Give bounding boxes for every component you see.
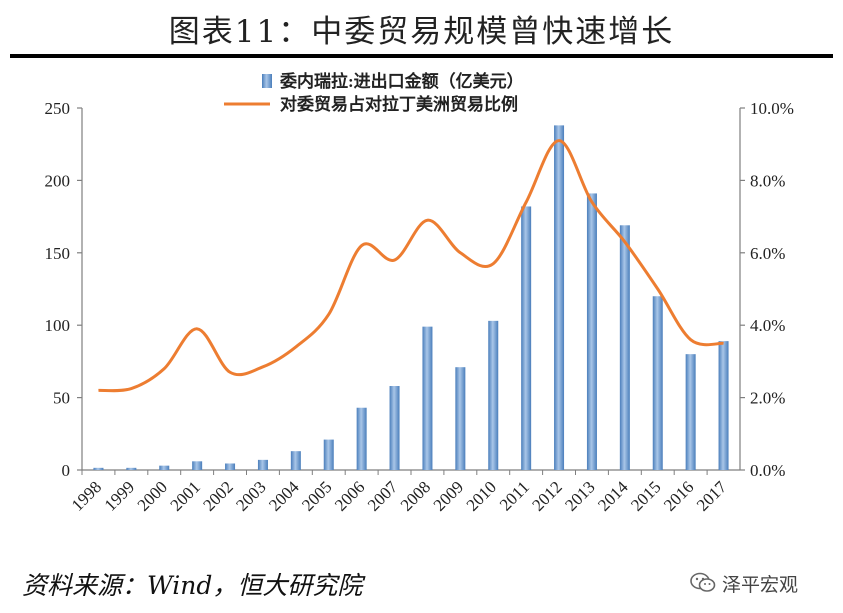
x-tick-label: 2009 <box>430 477 467 514</box>
x-tick-label: 2005 <box>298 477 335 514</box>
x-tick-label: 2012 <box>528 477 565 514</box>
axis-labels: 0 50 100 150 200 250 0.0% 2.0% 4.0% 6.0% 8.0% 10.0%… <box>45 99 794 515</box>
legend-line-label: 对委贸易占对拉丁美洲贸易比例 <box>280 94 518 114</box>
x-tick-label: 2008 <box>397 477 434 514</box>
x-tick-label: 2016 <box>660 477 697 514</box>
x-tick-label: 2013 <box>561 477 598 514</box>
x-tick-label: 2007 <box>364 477 402 515</box>
left-tick-label: 150 <box>45 244 71 263</box>
left-tick-label: 0 <box>62 461 71 480</box>
bar <box>422 326 433 470</box>
wechat-icon <box>690 572 716 592</box>
bar <box>586 193 597 470</box>
axes <box>77 107 745 475</box>
bar <box>652 296 663 470</box>
watermark-text: 泽平宏观 <box>722 573 799 596</box>
x-tick-label: 2002 <box>199 477 236 514</box>
x-tick-label: 2015 <box>627 477 664 514</box>
bar <box>718 341 729 470</box>
right-tick-label: 10.0% <box>750 99 794 118</box>
legend-bar-label: 委内瑞拉:进出口金额（亿美元） <box>279 71 524 91</box>
bar <box>225 463 236 470</box>
x-tick-label: 2003 <box>232 477 269 514</box>
right-tick-label: 8.0% <box>750 171 785 190</box>
chart-title: 图表11：中委贸易规模曾快速增长 <box>168 14 675 50</box>
bar <box>554 125 565 470</box>
legend: 委内瑞拉:进出口金额（亿美元） 对委贸易占对拉丁美洲贸易比例 <box>224 71 524 114</box>
bar <box>455 367 466 470</box>
source-note: 资料来源：Wind，恒大研究院 <box>22 571 363 600</box>
x-tick-label: 2006 <box>331 477 368 514</box>
bar-series <box>93 125 729 471</box>
x-tick-label: 2017 <box>693 477 731 515</box>
x-tick-label: 2004 <box>265 477 303 515</box>
x-tick-label: 2001 <box>167 477 204 514</box>
left-tick-label: 50 <box>53 389 70 408</box>
x-tick-label: 2011 <box>496 477 533 514</box>
left-tick-label: 250 <box>45 99 71 118</box>
right-tick-label: 4.0% <box>750 316 785 335</box>
bar <box>521 206 532 471</box>
bar <box>488 320 499 470</box>
left-tick-label: 100 <box>45 316 71 335</box>
right-tick-label: 6.0% <box>750 244 785 263</box>
left-tick-label: 200 <box>45 171 71 190</box>
legend-bar-swatch <box>262 74 272 88</box>
bar <box>290 451 301 470</box>
bar <box>389 386 400 470</box>
bar <box>93 467 104 470</box>
x-tick-label: 1998 <box>68 477 105 514</box>
ratio-line <box>98 139 724 393</box>
x-tick-label: 2014 <box>594 477 632 515</box>
right-tick-label: 2.0% <box>750 389 785 408</box>
bar <box>356 407 367 470</box>
watermark: 泽平宏观 <box>690 568 798 598</box>
bar <box>257 459 268 470</box>
bar <box>685 354 696 470</box>
x-tick-label: 2000 <box>134 477 171 514</box>
x-tick-label: 1999 <box>101 477 138 514</box>
bar <box>159 465 170 470</box>
bar <box>323 439 334 470</box>
x-tick-label: 2010 <box>463 477 500 514</box>
right-tick-label: 0.0% <box>750 461 785 480</box>
bar <box>192 461 203 470</box>
bar <box>619 225 630 470</box>
title-rule <box>10 54 833 58</box>
bar <box>126 467 137 470</box>
